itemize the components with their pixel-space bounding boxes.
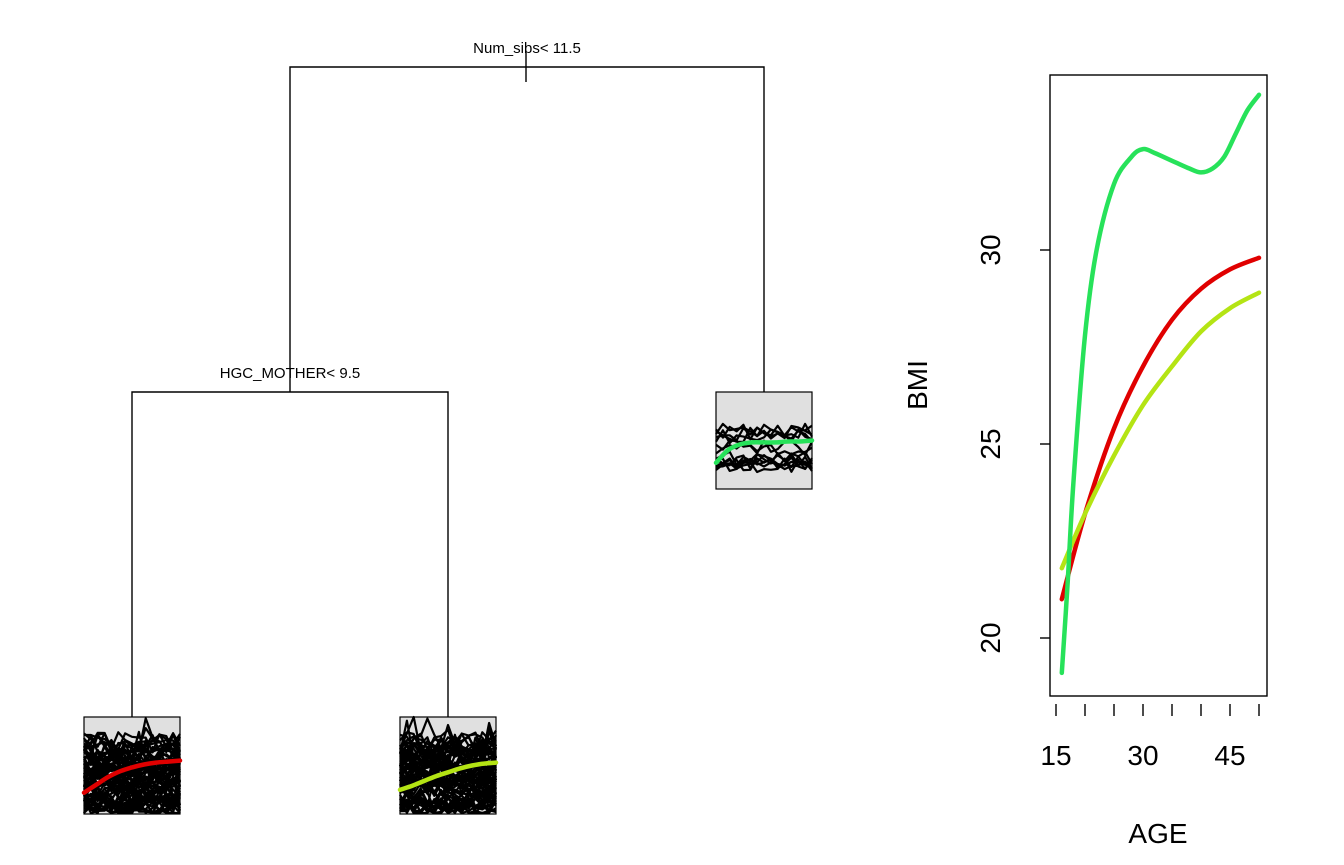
x-tick-label: 45 — [1214, 740, 1245, 771]
trajectory-line — [399, 743, 497, 766]
leaf-panel-2-mean-curve — [397, 760, 499, 793]
leaf-panel-2-trajectories — [398, 715, 498, 815]
trajectory-line — [715, 422, 813, 439]
trajectory-line — [83, 794, 181, 815]
x-tick-label: 15 — [1040, 740, 1071, 771]
y-tick-label: 30 — [975, 234, 1006, 265]
x-tick-label: 30 — [1127, 740, 1158, 771]
leaf-panel-2 — [397, 715, 499, 815]
left-branch — [131, 391, 449, 717]
trajectory-line — [715, 424, 813, 442]
trajectory-line — [399, 731, 497, 761]
trajectory-line — [83, 798, 180, 815]
trajectory-line — [84, 732, 181, 754]
trajectory-line — [399, 780, 497, 802]
trajectory-line — [83, 731, 181, 753]
trajectory-line — [715, 450, 813, 467]
leaf-panel-3-trajectories — [715, 422, 813, 474]
trajectory-line — [399, 762, 497, 784]
y-tick-label: 20 — [975, 622, 1006, 653]
series-line-2 — [1059, 290, 1262, 571]
trajectory-line — [398, 773, 497, 813]
x-axis-label: AGE — [1128, 818, 1187, 849]
left-split-label: HGC_MOTHER< 9.5 — [220, 365, 360, 382]
trajectory-line — [715, 457, 813, 472]
trajectory-line — [715, 457, 813, 474]
root-split-label: Num_sibs< 11.5 — [473, 40, 581, 57]
trajectory-line — [83, 741, 181, 764]
trajectory-line — [83, 759, 182, 793]
leaf-panel-3 — [713, 391, 815, 490]
series-line-3 — [1059, 92, 1262, 676]
trajectory-line — [83, 779, 181, 803]
root-branch — [289, 66, 765, 392]
leaf-panel-1-mean-curve — [81, 758, 183, 795]
leaf-panel-3-mean-curve — [713, 438, 815, 466]
y-tick-label: 25 — [975, 428, 1006, 459]
series-lines — [1059, 92, 1262, 676]
plot-frame — [1049, 74, 1268, 697]
leaf-panel-1 — [81, 716, 183, 815]
trajectory-line — [399, 723, 497, 758]
y-axis-label: BMI — [902, 360, 933, 410]
trajectory-line — [399, 790, 497, 811]
tree-branches — [131, 52, 765, 717]
line-chart: 15 30 45 20 25 30 AGE BMI — [902, 74, 1268, 849]
y-axis: 20 25 30 — [975, 234, 1050, 654]
trajectory-line — [399, 731, 497, 753]
x-axis: 15 30 45 — [1040, 704, 1260, 771]
trajectory-line — [715, 455, 813, 471]
